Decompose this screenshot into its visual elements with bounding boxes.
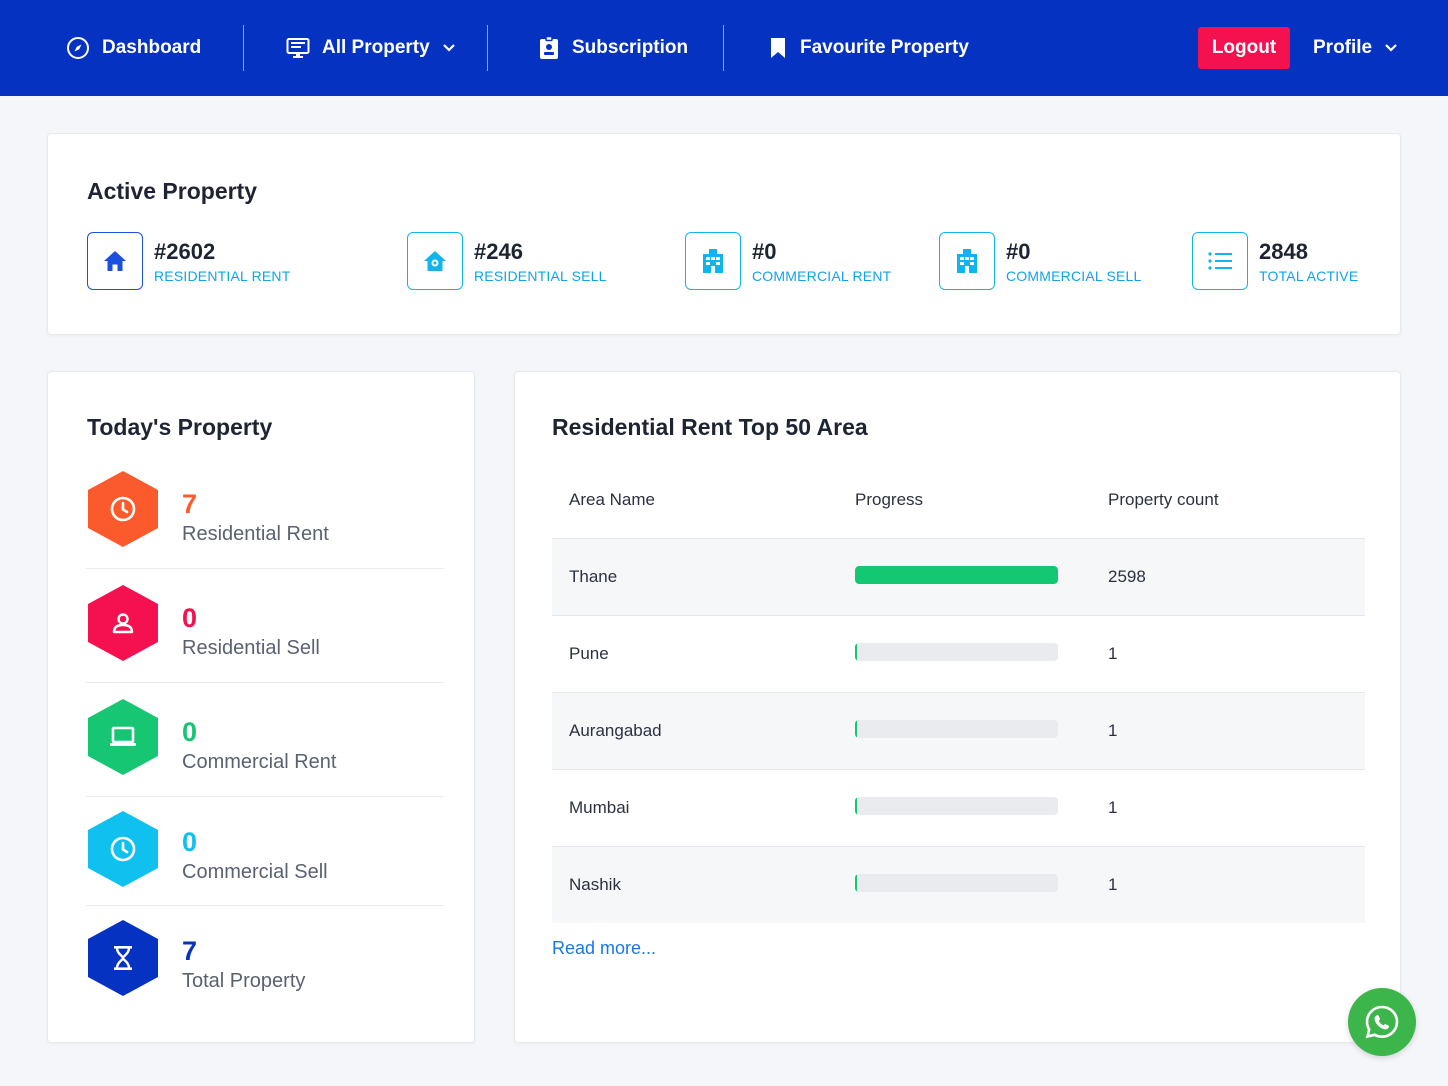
area-name: Nashik — [569, 875, 621, 894]
property-count: 1 — [1108, 875, 1118, 894]
property-count: 2598 — [1108, 567, 1146, 586]
nav-dashboard[interactable]: Dashboard — [66, 26, 201, 70]
progress-bar — [855, 797, 1058, 815]
progress-bar-fill — [855, 874, 857, 892]
top-navbar: Dashboard All Property Subscription Favo… — [0, 0, 1448, 96]
property-count: 1 — [1108, 798, 1118, 817]
progress-bar — [855, 566, 1058, 584]
progress-bar — [855, 720, 1058, 738]
nav-divider — [243, 25, 244, 71]
today-item-residential-sell[interactable]: 0 Residential Sell — [86, 569, 444, 683]
chevron-down-icon — [1384, 43, 1398, 53]
nav-all-property-label: All Property — [322, 37, 430, 58]
today-label: Residential Rent — [182, 523, 329, 545]
top-areas-card: Residential Rent Top 50 Area Area Name P… — [514, 371, 1401, 1043]
stat-residential-sell[interactable]: #246 RESIDENTIAL SELL — [407, 232, 607, 290]
profile-label: Profile — [1313, 37, 1373, 58]
area-name: Aurangabad — [569, 721, 662, 740]
nav-dashboard-label: Dashboard — [102, 37, 202, 58]
top-areas-title: Residential Rent Top 50 Area — [552, 414, 868, 440]
laptop-icon — [86, 699, 160, 775]
stat-label: COMMERCIAL SELL — [1006, 267, 1142, 284]
stat-commercial-sell[interactable]: #0 COMMERCIAL SELL — [939, 232, 1142, 290]
stat-number: #0 — [752, 238, 777, 264]
stat-label: COMMERCIAL RENT — [752, 267, 892, 284]
today-item-total-property[interactable]: 7 Total Property — [86, 906, 444, 1020]
clock-icon — [86, 811, 160, 887]
today-item-residential-rent[interactable]: 7 Residential Rent — [86, 455, 444, 569]
area-name: Thane — [569, 567, 618, 586]
progress-bar-fill — [855, 643, 857, 661]
nav-favourite-label: Favourite Property — [800, 37, 969, 58]
clock-icon — [86, 471, 160, 547]
progress-bar-fill — [855, 797, 857, 815]
nav-divider — [487, 25, 488, 71]
profile-menu[interactable]: Profile — [1313, 26, 1398, 70]
stat-number: #246 — [474, 238, 523, 264]
area-name: Mumbai — [569, 798, 630, 817]
nav-subscription[interactable]: Subscription — [538, 26, 688, 70]
chevron-down-icon — [442, 43, 456, 53]
active-property-card: Active Property #2602 RESIDENTIAL RENT #… — [47, 133, 1401, 335]
stat-residential-rent[interactable]: #2602 RESIDENTIAL RENT — [87, 232, 290, 290]
building-icon — [685, 232, 741, 290]
stat-commercial-rent[interactable]: #0 COMMERCIAL RENT — [685, 232, 891, 290]
today-count: 0 — [182, 827, 198, 857]
home-icon — [87, 232, 143, 290]
table-row: Aurangabad 1 — [552, 692, 1365, 769]
today-count: 0 — [182, 717, 198, 747]
today-count: 7 — [182, 936, 198, 966]
nav-subscription-label: Subscription — [572, 37, 689, 58]
area-name: Pune — [569, 644, 609, 663]
nav-all-property[interactable]: All Property — [286, 26, 456, 70]
column-header-progress[interactable]: Progress — [855, 490, 924, 509]
whatsapp-button[interactable] — [1348, 988, 1416, 1056]
progress-bar — [855, 874, 1058, 892]
list-icon — [1192, 232, 1248, 290]
today-count: 0 — [182, 603, 198, 633]
user-icon — [86, 585, 160, 661]
nav-divider — [723, 25, 724, 71]
bookmark-icon — [768, 36, 788, 60]
active-property-title: Active Property — [87, 178, 258, 204]
nav-favourite-property[interactable]: Favourite Property — [768, 26, 969, 70]
table-row: Thane 2598 — [552, 538, 1365, 615]
progress-bar-fill — [855, 566, 1058, 584]
today-label: Commercial Sell — [182, 861, 328, 883]
stat-label: TOTAL ACTIVE — [1259, 267, 1359, 284]
property-count: 1 — [1108, 721, 1118, 740]
column-header-area[interactable]: Area Name — [569, 490, 655, 509]
stat-number: #2602 — [154, 238, 216, 264]
today-item-commercial-rent[interactable]: 0 Commercial Rent — [86, 683, 444, 797]
monitor-icon — [286, 37, 310, 59]
logout-button[interactable]: Logout — [1198, 27, 1290, 69]
whatsapp-icon — [1362, 1002, 1402, 1042]
compass-icon — [66, 36, 90, 60]
table-row: Nashik 1 — [552, 846, 1365, 923]
stat-total-active[interactable]: 2848 TOTAL ACTIVE — [1192, 232, 1358, 290]
building-icon — [939, 232, 995, 290]
column-header-count[interactable]: Property count — [1108, 490, 1219, 509]
id-card-icon — [538, 36, 560, 60]
read-more-link[interactable]: Read more... — [552, 938, 657, 958]
progress-bar — [855, 643, 1058, 661]
today-count: 7 — [182, 489, 198, 519]
stat-label: RESIDENTIAL RENT — [154, 267, 291, 284]
progress-bar-fill — [855, 720, 857, 738]
today-item-commercial-sell[interactable]: 0 Commercial Sell — [86, 797, 444, 906]
property-count: 1 — [1108, 644, 1118, 663]
stat-number: #0 — [1006, 238, 1031, 264]
todays-property-title: Today's Property — [87, 414, 273, 440]
house-sell-icon — [407, 232, 463, 290]
stat-number: 2848 — [1259, 238, 1308, 264]
table-row: Mumbai 1 — [552, 769, 1365, 846]
todays-property-card: Today's Property 7 Residential Rent 0 Re… — [47, 371, 475, 1043]
today-label: Total Property — [182, 970, 306, 992]
table-row: Pune 1 — [552, 615, 1365, 692]
hourglass-icon — [86, 920, 160, 996]
today-label: Residential Sell — [182, 637, 320, 659]
stat-label: RESIDENTIAL SELL — [474, 267, 607, 284]
today-label: Commercial Rent — [182, 751, 337, 773]
